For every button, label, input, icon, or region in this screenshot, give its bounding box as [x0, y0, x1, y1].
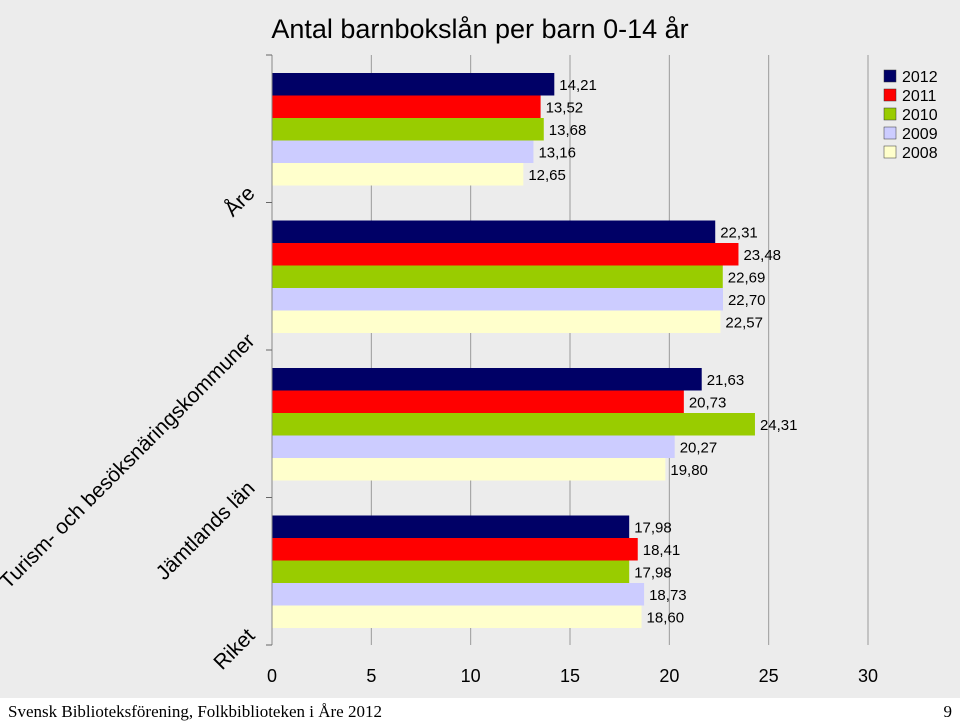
x-tick-label: 30 [858, 666, 878, 686]
bar [272, 435, 675, 458]
x-tick-label: 10 [461, 666, 481, 686]
legend-swatch [883, 107, 897, 121]
bar [272, 288, 723, 311]
x-tick-label: 25 [759, 666, 779, 686]
bar [272, 140, 534, 163]
legend-label: 2009 [902, 126, 938, 143]
data-label: 22,69 [728, 269, 766, 286]
x-tick-label: 20 [659, 666, 679, 686]
bar [272, 458, 666, 481]
chart-title: Antal barnbokslån per barn 0-14 år [271, 14, 688, 44]
bar [272, 560, 630, 583]
data-label: 13,68 [549, 122, 587, 139]
legend-swatch [883, 145, 897, 159]
bar [272, 95, 541, 118]
bar [272, 368, 702, 391]
bar [272, 605, 642, 628]
data-label: 22,70 [728, 292, 766, 309]
x-tick-label: 0 [267, 666, 277, 686]
page-number: 9 [943, 702, 953, 721]
footer-source: Svensk Biblioteksförening, Folkbibliotek… [8, 702, 382, 721]
legend: 2012 2011 2010 2009 2008 [883, 69, 938, 162]
data-label: 20,27 [680, 439, 718, 456]
data-label: 14,21 [559, 77, 597, 94]
data-label: 12,65 [528, 167, 566, 184]
bar [272, 413, 755, 436]
data-label: 18,41 [643, 542, 681, 559]
data-label: 23,48 [743, 247, 781, 264]
bar [272, 515, 630, 538]
bar [272, 538, 638, 561]
chart: Antal barnbokslån per barn 0-14 år 14,21… [0, 0, 960, 698]
bar [272, 310, 721, 333]
bar [272, 265, 723, 288]
data-label: 13,16 [538, 144, 576, 161]
data-label: 18,60 [647, 609, 685, 626]
data-labels: 14,21 13,52 13,68 13,16 12,65 22,31 23,48 22,69… [528, 77, 797, 627]
legend-swatch [883, 88, 897, 102]
bars [272, 73, 755, 628]
bar [272, 118, 544, 141]
legend-label: 2012 [902, 69, 938, 86]
data-label: 19,80 [670, 462, 708, 479]
legend-swatch [883, 69, 897, 83]
axes: 0 5 10 15 20 25 30 [266, 54, 878, 686]
legend-label: 2010 [902, 107, 938, 124]
data-label: 22,31 [720, 224, 758, 241]
x-tick-label: 15 [560, 666, 580, 686]
x-tick-label: 5 [366, 666, 376, 686]
footer: Svensk Biblioteksförening, Folkbibliotek… [0, 698, 960, 725]
data-label: 24,31 [760, 417, 798, 434]
bar [272, 73, 555, 96]
bar [272, 390, 684, 413]
legend-label: 2008 [902, 145, 938, 162]
legend-label: 2011 [902, 88, 937, 105]
legend-swatch [883, 126, 897, 140]
bar [272, 220, 716, 243]
bar [272, 163, 524, 186]
data-label: 21,63 [707, 372, 745, 389]
bar [272, 243, 739, 266]
data-label: 17,98 [634, 564, 672, 581]
data-label: 17,98 [634, 519, 672, 536]
data-label: 18,73 [649, 587, 687, 604]
data-label: 20,73 [689, 394, 727, 411]
data-label: 13,52 [546, 99, 584, 116]
bar [272, 583, 645, 606]
data-label: 22,57 [725, 314, 763, 331]
